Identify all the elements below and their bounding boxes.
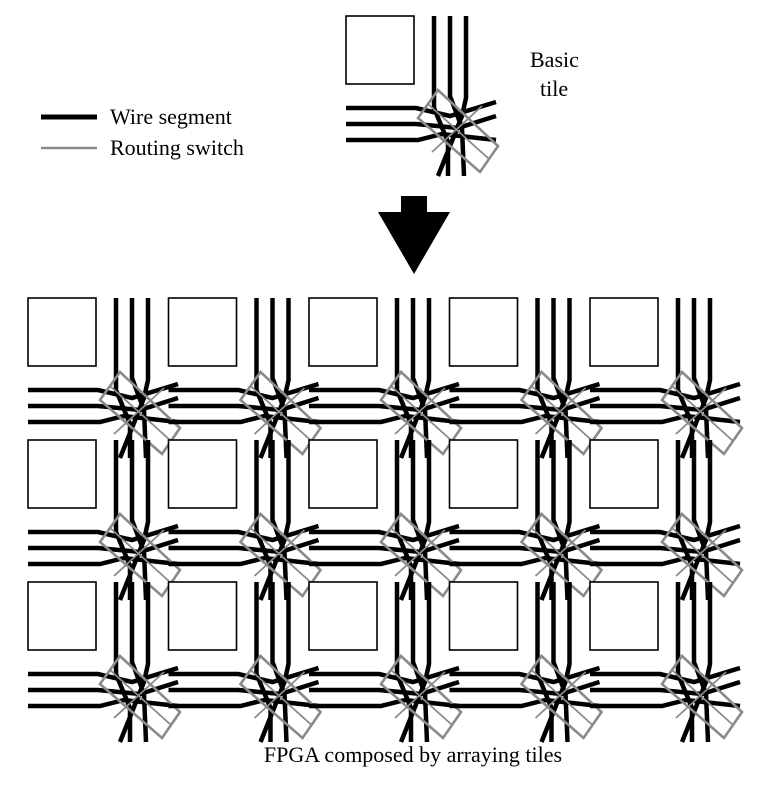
array-tile [309,582,461,742]
basic-tile-label-line2: tile [540,76,568,101]
array-tile [309,440,461,600]
array-tile [28,298,180,458]
array-tile [450,582,602,742]
array-tile [169,582,321,742]
array-tile [309,298,461,458]
legend-wire-label: Wire segment [110,104,232,129]
array-tile [28,440,180,600]
array-tile [169,440,321,600]
legend: Wire segment Routing switch [41,104,244,160]
down-arrow-icon [378,196,450,274]
array-tile [450,298,602,458]
array-tile [590,582,742,742]
basic-tile: Basic tile [346,16,579,176]
legend-switch-label: Routing switch [110,135,244,160]
array-caption: FPGA composed by arraying tiles [264,742,562,767]
array-tile [590,298,742,458]
array-tile [450,440,602,600]
array-tile [28,582,180,742]
array-tile [590,440,742,600]
array-tile [169,298,321,458]
basic-tile-graphic [346,16,498,176]
basic-tile-label-line1: Basic [530,47,579,72]
tile-array [28,298,742,742]
